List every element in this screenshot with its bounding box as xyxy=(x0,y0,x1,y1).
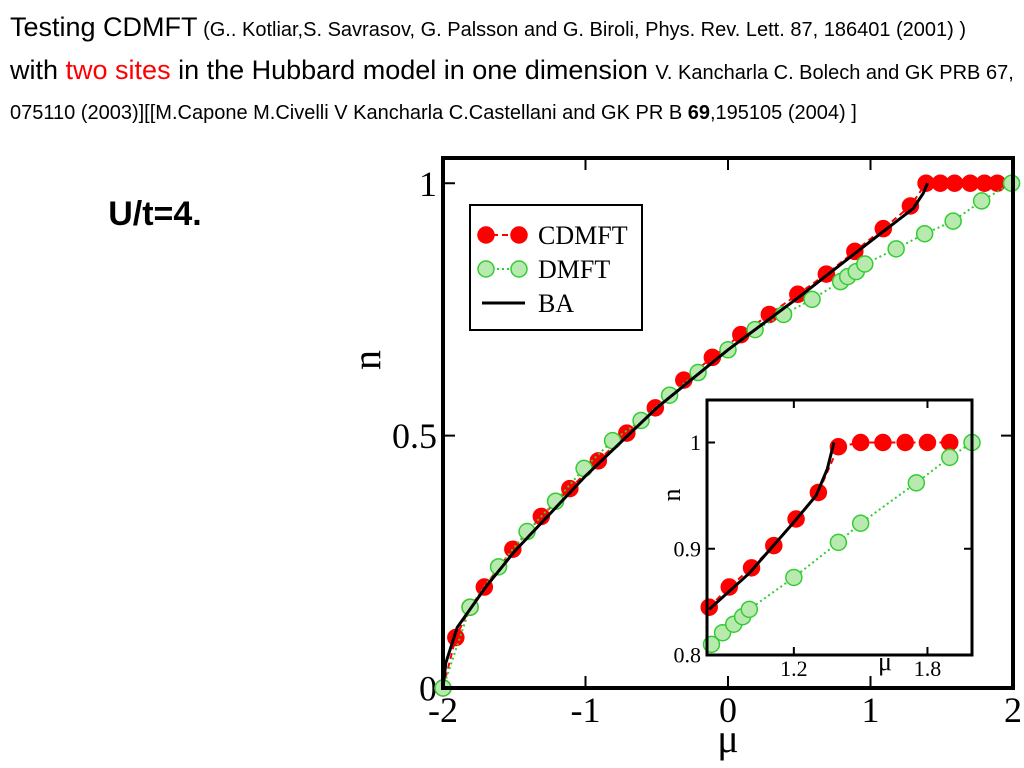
frame xyxy=(705,398,974,657)
title: Testing CDMFT xyxy=(10,12,198,42)
y-tick-label: 0 xyxy=(419,669,437,709)
marker xyxy=(907,474,926,492)
x-axis-label: μ xyxy=(717,716,738,761)
marker xyxy=(915,224,934,243)
marker xyxy=(856,255,874,273)
title: in the Hubbard model in one dimension xyxy=(170,55,656,85)
legend-marker xyxy=(510,260,528,278)
x-tick-label: 1.8 xyxy=(914,656,942,681)
y-tick-label: 0.5 xyxy=(392,416,437,456)
header: Testing CDMFT (G.. Kotliar,S. Savrasov, … xyxy=(10,8,1015,134)
marker xyxy=(720,578,739,596)
x-tick-label: 0 xyxy=(719,690,737,730)
x-tick-label: -1 xyxy=(571,690,601,730)
marker xyxy=(740,600,759,619)
y-axis-label: n xyxy=(344,350,389,370)
marker xyxy=(618,424,636,442)
marker xyxy=(803,290,821,309)
annotation: U/t=4. xyxy=(108,195,202,233)
x-tick-label: 1.2 xyxy=(780,656,808,681)
marker xyxy=(700,598,718,616)
y-tick-label: 1 xyxy=(690,430,701,455)
marker xyxy=(489,558,508,576)
x-tick-label: 1 xyxy=(862,690,880,730)
reference: V. Kancharla C. Bolech and GK PRB 67, 07… xyxy=(10,62,1014,124)
marker xyxy=(901,197,920,215)
x-axis-label: μ xyxy=(878,647,892,676)
reference: (G.. Kotliar,S. Savrasov, G. Palsson and… xyxy=(197,19,967,41)
marker xyxy=(851,433,870,452)
marker xyxy=(972,192,991,210)
marker xyxy=(945,174,964,192)
marker xyxy=(940,433,959,452)
marker xyxy=(887,240,905,258)
title: with xyxy=(10,55,66,85)
highlight: two sites xyxy=(65,55,171,85)
legend-marker xyxy=(477,226,495,244)
marker xyxy=(632,411,650,430)
marker xyxy=(589,452,608,470)
legend-label: BA xyxy=(538,289,574,318)
reference-bold: 69 xyxy=(687,102,710,124)
reference: ,195105 (2004) ] xyxy=(710,102,857,124)
legend-marker xyxy=(477,260,495,278)
x-tick-label: 2 xyxy=(1004,690,1022,730)
legend-box xyxy=(469,204,643,331)
y-tick-label: 0.9 xyxy=(674,536,702,561)
marker xyxy=(851,514,870,532)
y-tick-label: 1 xyxy=(419,164,437,204)
marker xyxy=(874,433,892,452)
marker xyxy=(785,568,803,587)
y-tick-label: 0.8 xyxy=(674,643,702,668)
x-tick-label: -2 xyxy=(428,690,458,730)
marker xyxy=(561,479,579,498)
series-line xyxy=(441,182,929,689)
legend-marker xyxy=(510,226,528,244)
series-line xyxy=(708,442,836,611)
legend-label: DMFT xyxy=(538,255,610,284)
marker xyxy=(829,533,848,552)
y-axis-label: n xyxy=(657,489,686,502)
legend-label: CDMFT xyxy=(538,221,628,250)
marker xyxy=(940,448,959,467)
marker xyxy=(944,212,962,230)
frame xyxy=(441,156,1015,690)
marker xyxy=(896,433,914,452)
marker xyxy=(918,433,937,452)
